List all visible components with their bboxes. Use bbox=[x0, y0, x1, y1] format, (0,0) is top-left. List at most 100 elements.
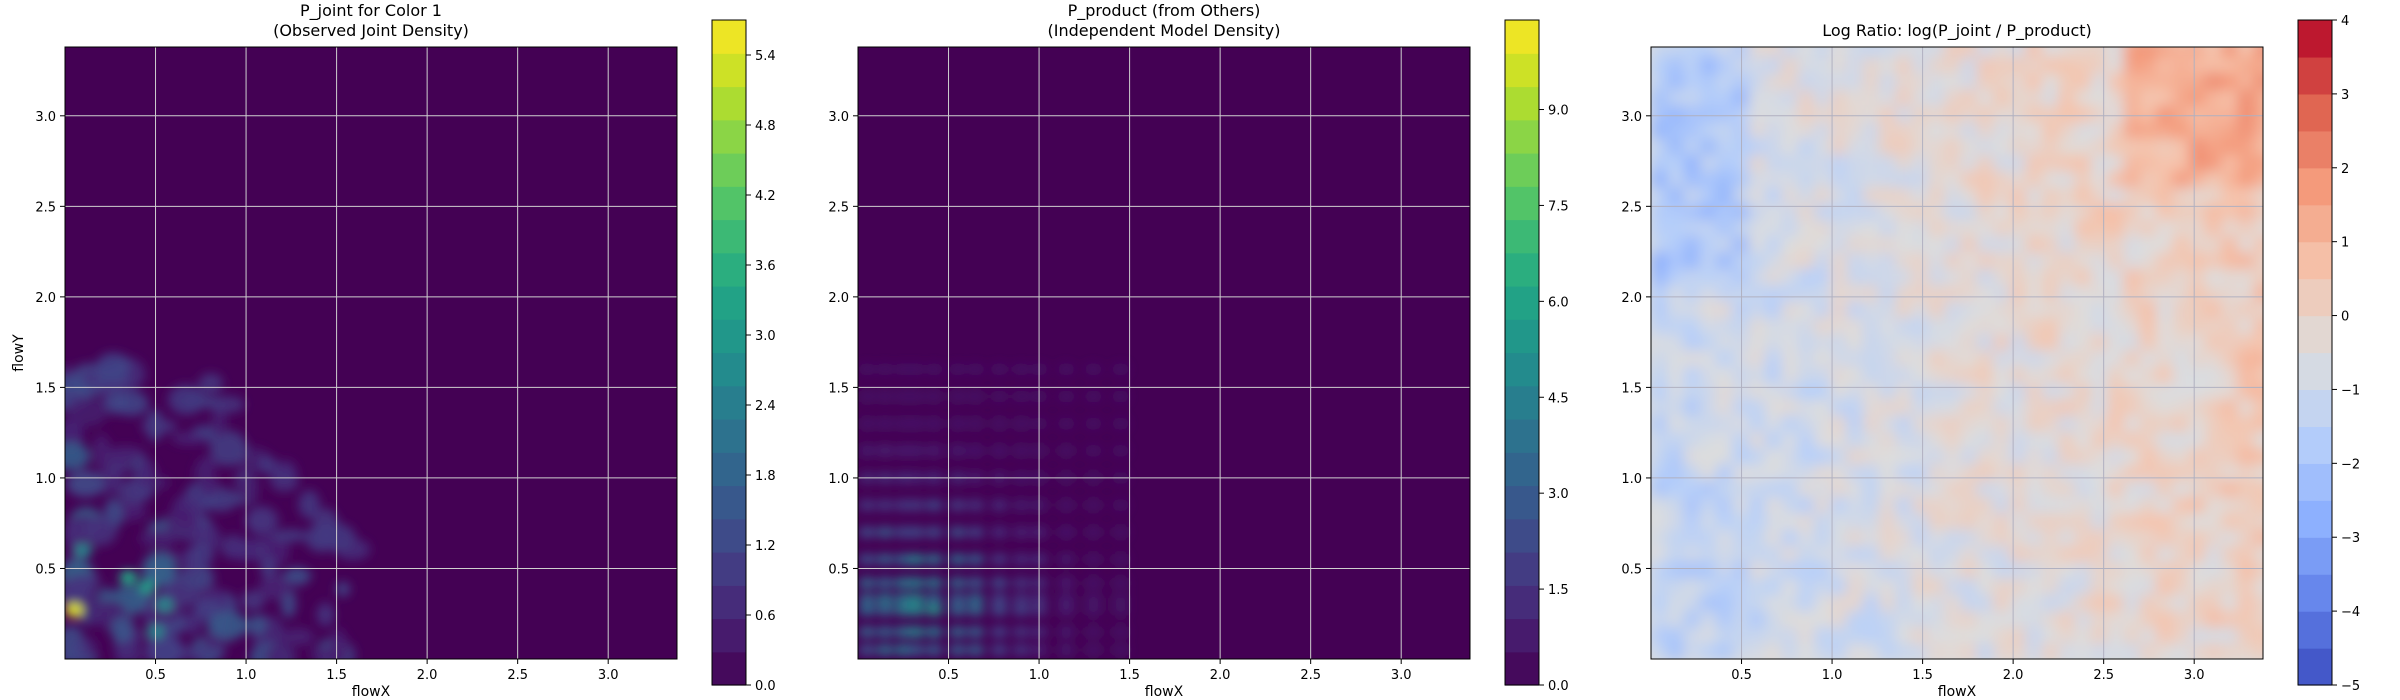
ratio-cell bbox=[1895, 512, 1913, 530]
density-blob bbox=[990, 553, 1009, 566]
ratio-cell bbox=[2058, 381, 2076, 400]
ratio-cell bbox=[1830, 186, 1848, 204]
ratio-cell bbox=[1944, 561, 1962, 579]
density-blob bbox=[1084, 363, 1103, 376]
ratio-cell bbox=[2090, 577, 2109, 595]
ratio-cell bbox=[2074, 121, 2092, 139]
ratio-cell bbox=[1944, 610, 1962, 628]
density-blob bbox=[906, 593, 925, 606]
ratio-cell bbox=[1765, 251, 1783, 269]
ratio-cell bbox=[2237, 219, 2255, 237]
ratio-cell bbox=[1699, 251, 1718, 269]
colorbar-tick-label: 7.5 bbox=[1548, 199, 1569, 214]
colorbar-level bbox=[2298, 389, 2332, 427]
ratio-cell bbox=[2025, 528, 2044, 546]
density-blob bbox=[876, 444, 895, 457]
ratio-cell bbox=[2009, 610, 2027, 628]
ratio-cell bbox=[1830, 251, 1848, 269]
ratio-cell bbox=[1944, 333, 1962, 351]
ratio-cell bbox=[2237, 528, 2255, 546]
ratio-cell bbox=[1911, 121, 1930, 139]
ratio-cell bbox=[1895, 447, 1913, 465]
ratio-cell bbox=[1879, 577, 1897, 595]
ratio-cell bbox=[1928, 170, 1946, 188]
ratio-cell bbox=[2123, 593, 2141, 612]
colorbar-level bbox=[712, 552, 746, 586]
density-blob bbox=[925, 499, 944, 512]
ratio-cell bbox=[1879, 398, 1897, 416]
ratio-cell bbox=[1813, 47, 1832, 58]
ratio-cell bbox=[1846, 202, 1864, 221]
ratio-cell bbox=[1879, 186, 1897, 204]
ratio-cell bbox=[1813, 528, 1832, 546]
ratio-cell bbox=[1651, 512, 1669, 530]
x-tick-label: 0.5 bbox=[1731, 668, 1752, 683]
ratio-cell bbox=[1993, 642, 2011, 659]
ratio-cell bbox=[1699, 202, 1718, 221]
ratio-cell bbox=[1895, 544, 1913, 563]
ratio-cell bbox=[1683, 381, 1701, 400]
density-blob bbox=[990, 604, 1009, 617]
ratio-cell bbox=[2025, 47, 2044, 58]
ratio-cell bbox=[2253, 121, 2263, 139]
ratio-cell bbox=[2090, 104, 2109, 123]
ratio-cell bbox=[2139, 577, 2158, 595]
density-blob bbox=[858, 593, 877, 606]
ratio-cell bbox=[2156, 544, 2174, 563]
ratio-cell bbox=[1928, 381, 1946, 400]
colorbar-level bbox=[712, 518, 746, 553]
ratio-cell bbox=[2090, 267, 2109, 286]
ratio-cell bbox=[1797, 235, 1815, 253]
ratio-cell bbox=[2123, 447, 2141, 465]
ratio-cell bbox=[1765, 365, 1783, 383]
ratio-cell bbox=[1895, 333, 1913, 351]
ratio-cell bbox=[1813, 496, 1832, 514]
ratio-cell bbox=[2123, 528, 2141, 546]
colorbar-tick-label: −3 bbox=[2341, 531, 2360, 546]
ratio-cell bbox=[1667, 219, 1685, 237]
colorbar-tick-label: 2 bbox=[2341, 162, 2349, 177]
density-blob bbox=[894, 363, 913, 376]
density-blob bbox=[188, 542, 214, 568]
colorbar-tick-label: 0.6 bbox=[755, 609, 776, 624]
grid-lines bbox=[65, 47, 677, 659]
ratio-cell bbox=[2090, 333, 2109, 351]
colorbar-tick-label: 9.0 bbox=[1548, 104, 1569, 119]
heatmap-area bbox=[1651, 47, 2263, 659]
ratio-cell bbox=[2237, 593, 2255, 612]
ratio-cell bbox=[1683, 47, 1701, 58]
x-tick-label: 1.0 bbox=[236, 668, 257, 683]
ratio-cell bbox=[2123, 496, 2141, 514]
ratio-cell bbox=[1879, 251, 1897, 269]
ratio-cell bbox=[1683, 72, 1701, 90]
ratio-cell bbox=[1797, 121, 1815, 139]
ratio-cell bbox=[1781, 137, 1799, 155]
ratio-cell bbox=[1830, 512, 1848, 530]
density-blob bbox=[966, 417, 985, 430]
colorbar-level bbox=[712, 119, 746, 154]
density-blob bbox=[185, 647, 226, 659]
colorbar-tick-label: 0.0 bbox=[755, 679, 776, 694]
ratio-cell bbox=[2074, 202, 2092, 221]
colorbar-tick-label: 6.0 bbox=[1548, 295, 1569, 310]
density-blob bbox=[209, 430, 248, 467]
ratio-cell bbox=[1683, 479, 1701, 498]
ratio-cell bbox=[1716, 104, 1734, 123]
ratio-cell bbox=[2156, 56, 2174, 74]
panel-product-density: P_product (from Others) (Independent Mod… bbox=[828, 1, 1568, 700]
ratio-cell bbox=[2188, 561, 2207, 579]
ratio-cell bbox=[1683, 56, 1701, 74]
ratio-cell bbox=[1651, 577, 1669, 595]
ratio-cell bbox=[1683, 626, 1701, 644]
ratio-cell bbox=[1976, 267, 1995, 286]
ratio-cell bbox=[1993, 153, 2011, 172]
density-blob bbox=[281, 628, 315, 646]
colorbar-frame bbox=[711, 19, 747, 686]
x-axis-label: flowX bbox=[1145, 684, 1184, 700]
ratio-cell bbox=[1651, 300, 1669, 318]
ratio-cell bbox=[2025, 577, 2044, 595]
ratio-cell bbox=[2058, 284, 2076, 302]
ratio-cell bbox=[1993, 219, 2011, 237]
ratio-cell bbox=[2188, 88, 2207, 106]
ratio-cell bbox=[2025, 512, 2044, 530]
